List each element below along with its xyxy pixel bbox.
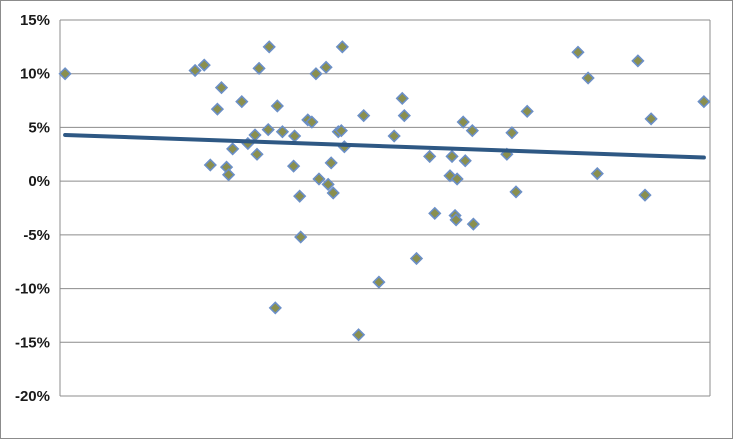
data-point xyxy=(270,99,284,113)
data-point xyxy=(287,129,302,143)
data-point xyxy=(334,124,348,138)
data-point xyxy=(581,71,595,85)
data-point xyxy=(293,189,307,203)
data-point xyxy=(235,95,249,109)
data-point xyxy=(250,147,264,161)
data-point xyxy=(226,142,240,156)
data-point xyxy=(465,124,479,138)
data-point xyxy=(294,230,308,244)
y-tick-label: 15% xyxy=(20,12,50,29)
data-point xyxy=(58,67,72,81)
trendline-group xyxy=(63,132,706,160)
data-point xyxy=(286,159,301,173)
trendline xyxy=(63,132,706,160)
data-point xyxy=(590,166,604,181)
data-point xyxy=(210,102,225,116)
data-point xyxy=(214,81,229,95)
gridlines xyxy=(59,19,711,397)
data-points xyxy=(58,40,711,342)
data-point xyxy=(449,213,463,227)
data-point xyxy=(644,112,658,126)
data-point xyxy=(445,149,459,164)
data-point xyxy=(409,251,424,266)
data-point xyxy=(326,186,340,200)
y-tick-label: -5% xyxy=(23,227,50,244)
data-point xyxy=(221,168,236,182)
data-point xyxy=(321,177,335,191)
data-point xyxy=(351,328,366,342)
data-point xyxy=(697,95,711,109)
data-point xyxy=(268,301,282,315)
data-point xyxy=(248,128,262,142)
data-point xyxy=(520,104,534,118)
data-point xyxy=(631,54,645,68)
y-axis-tick-labels: -20% -15% -10% -5% 0% 5% 10% 15% xyxy=(15,12,50,405)
data-point xyxy=(261,122,275,137)
data-point xyxy=(252,61,266,75)
data-point xyxy=(197,58,211,72)
data-point xyxy=(357,108,371,123)
data-point xyxy=(203,158,217,172)
data-point xyxy=(509,185,523,199)
data-point xyxy=(262,40,276,54)
y-tick-label: -15% xyxy=(15,334,50,351)
data-point xyxy=(395,91,409,106)
data-point xyxy=(456,115,470,129)
data-point xyxy=(188,63,202,78)
data-point xyxy=(335,40,349,54)
y-tick-label: 0% xyxy=(28,173,50,190)
y-tick-label: -20% xyxy=(15,388,50,405)
data-point xyxy=(423,149,437,164)
data-point xyxy=(571,45,585,59)
data-point xyxy=(466,217,480,231)
data-point xyxy=(324,156,338,170)
data-point xyxy=(397,108,411,123)
y-tick-label: 5% xyxy=(28,119,50,136)
data-point xyxy=(505,126,519,140)
data-point xyxy=(309,67,323,81)
y-tick-label: 10% xyxy=(20,66,50,83)
data-point xyxy=(387,129,401,143)
data-point xyxy=(458,154,472,168)
data-point xyxy=(428,206,442,221)
data-point xyxy=(450,172,464,186)
data-point xyxy=(319,60,333,74)
data-point xyxy=(312,172,326,186)
data-point xyxy=(305,115,319,129)
data-point xyxy=(638,188,652,202)
data-point xyxy=(372,275,386,289)
y-tick-label: -10% xyxy=(15,281,50,298)
data-point xyxy=(275,125,290,139)
